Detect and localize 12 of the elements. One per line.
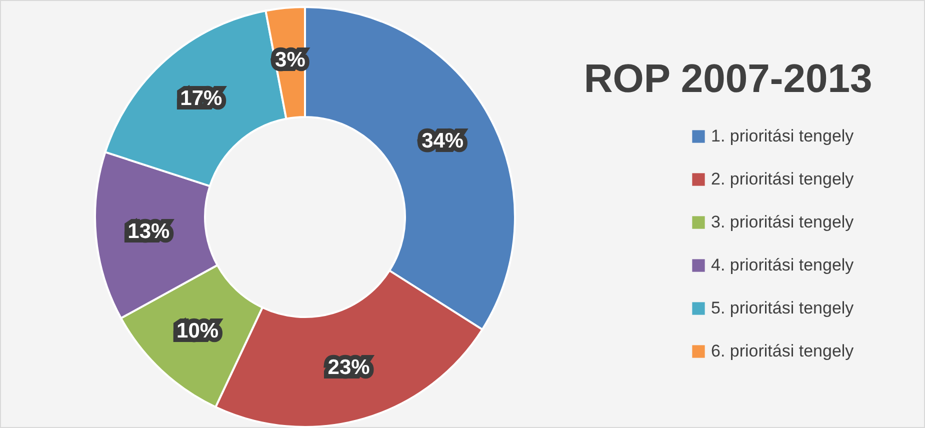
legend-label: 6. prioritási tengely [711,342,854,360]
data-label: 23% [328,356,370,379]
text: ROP 2007-2013 [584,57,872,101]
data-label: 34% [422,129,464,152]
legend-label: 3. prioritási tengely [711,212,854,232]
data-label: 17% [180,87,223,110]
legend-label: 2. prioritási tengely [711,170,854,188]
data-label: 13% [128,220,170,243]
legend-label: 1. prioritási tengely [711,126,854,146]
legend-label: 4. prioritási tengely [711,256,854,274]
legend-label: 5. prioritási tengely [711,298,854,318]
data-label: 10% [176,319,219,342]
